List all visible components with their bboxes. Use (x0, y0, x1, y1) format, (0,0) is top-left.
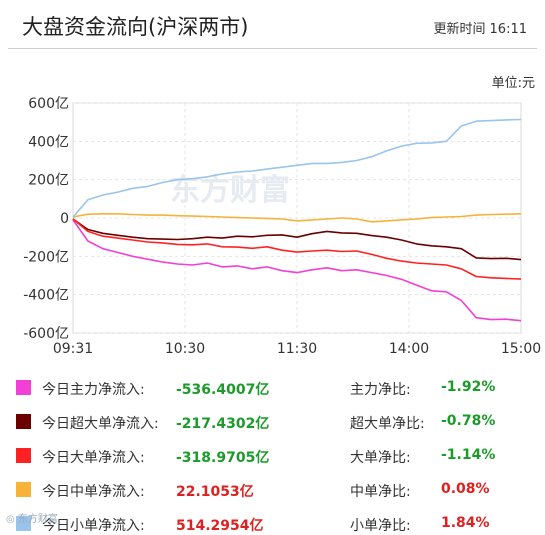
legend-swatch (16, 380, 31, 395)
x-tick-label: 14:00 (389, 341, 429, 357)
y-tick-label: -400亿 (23, 288, 69, 304)
x-tick-label: 10:30 (165, 341, 205, 357)
y-tick-label: 600亿 (28, 96, 69, 112)
page-title: 大盘资金流向(沪深两市) (22, 15, 249, 39)
ratio-value: 1.84% (441, 515, 490, 531)
legend-value: -536.4007亿 (176, 382, 270, 398)
series-line-4 (72, 118, 522, 218)
legend-swatch (16, 482, 31, 497)
legend-value: -217.4302亿 (176, 416, 270, 432)
series-line-2 (72, 218, 522, 280)
legend-label: 今日超大单净流入: (42, 416, 159, 432)
series-line-3 (72, 213, 522, 223)
series-lines (72, 118, 522, 322)
x-tick-label: 11:30 (277, 341, 317, 357)
chart-grid (72, 102, 522, 334)
header: 大盘资金流向(沪深两市) 更新时间 16:11 (0, 0, 545, 44)
ratio-label: 小单净比: (350, 518, 411, 534)
legend-row: 今日超大单净流入: -217.4302亿 超大单净比: -0.78% (0, 412, 545, 432)
legend-label: 今日小单净流入: (42, 518, 145, 534)
y-tick-label: 400亿 (28, 134, 69, 150)
x-tick-label: 09:31 (53, 341, 93, 357)
series-line-0 (72, 219, 522, 322)
legend-row: 今日主力净流入: -536.4007亿 主力净比: -1.92% (0, 378, 545, 398)
legend-value: 514.2954亿 (176, 518, 264, 534)
y-tick-label: -600亿 (23, 326, 69, 342)
y-tick-label: -200亿 (23, 249, 69, 265)
legend-row: 今日中单净流入: 22.1053亿 中单净比: 0.08% (0, 480, 545, 500)
series-line-1 (72, 218, 522, 261)
header-divider (8, 48, 537, 49)
update-time: 更新时间 16:11 (430, 18, 527, 37)
legend-value: -318.9705亿 (176, 450, 270, 466)
y-tick-label: 200亿 (28, 173, 69, 189)
legend-swatch (16, 414, 31, 429)
ratio-value: 0.08% (441, 481, 490, 497)
ratio-value: -1.92% (441, 379, 496, 395)
ratio-label: 大单净比: (350, 450, 411, 466)
legend-value: 22.1053亿 (176, 484, 254, 500)
ratio-value: -0.78% (441, 413, 496, 429)
legend-label: 今日主力净流入: (42, 382, 145, 398)
y-tick-label: 0 (60, 211, 69, 227)
legend-label: 今日中单净流入: (42, 484, 145, 500)
ratio-label: 中单净比: (350, 484, 411, 500)
legend-row: 今日小单净流入: 514.2954亿 小单净比: 1.84% (0, 514, 545, 534)
update-time-value: 16:11 (489, 22, 527, 37)
legend-row: 今日大单净流入: -318.9705亿 大单净比: -1.14% (0, 446, 545, 466)
legend-label: 今日大单净流入: (42, 450, 145, 466)
x-axis-ticks: 09:31 10:30 11:30 14:00 15:00 (53, 341, 541, 357)
x-tick-label: 15:00 (501, 341, 541, 357)
legend-swatch (16, 516, 31, 531)
update-label: 更新时间 (433, 22, 486, 37)
corner-logo-mark: ◎ 东方财富 (6, 514, 58, 525)
unit-label: 单位:元 (491, 76, 535, 91)
ratio-label: 超大单净比: (350, 416, 425, 432)
y-axis-ticks: 600亿 400亿 200亿 0 -200亿 -400亿 -600亿 (23, 96, 69, 342)
ratio-value: -1.14% (441, 447, 496, 463)
ratio-label: 主力净比: (350, 382, 411, 398)
legend-swatch (16, 448, 31, 463)
